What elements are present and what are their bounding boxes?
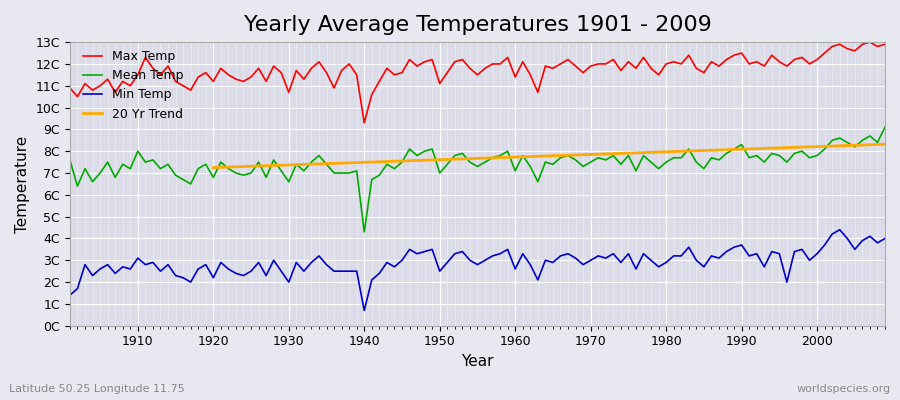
Min Temp bbox=[509, 266, 520, 271]
Mean Temp bbox=[359, 230, 370, 234]
Mean Temp bbox=[125, 166, 136, 171]
Mean Temp bbox=[291, 162, 302, 167]
Max Temp bbox=[337, 68, 347, 73]
Max Temp bbox=[65, 86, 76, 90]
Min Temp bbox=[608, 251, 618, 256]
Mean Temp bbox=[608, 153, 618, 158]
Title: Yearly Average Temperatures 1901 - 2009: Yearly Average Temperatures 1901 - 2009 bbox=[244, 15, 711, 35]
20 Yr Trend bbox=[411, 158, 422, 163]
Min Temp bbox=[359, 308, 370, 313]
20 Yr Trend bbox=[676, 149, 687, 154]
Mean Temp bbox=[337, 171, 347, 176]
Line: Mean Temp: Mean Temp bbox=[70, 127, 885, 232]
20 Yr Trend bbox=[879, 142, 890, 147]
Max Temp bbox=[608, 57, 618, 62]
Min Temp bbox=[65, 293, 76, 298]
Max Temp bbox=[291, 68, 302, 73]
Line: Min Temp: Min Temp bbox=[70, 230, 885, 310]
Max Temp bbox=[879, 42, 890, 47]
Line: Max Temp: Max Temp bbox=[70, 42, 885, 123]
X-axis label: Year: Year bbox=[461, 354, 494, 369]
Mean Temp bbox=[518, 153, 528, 158]
Min Temp bbox=[337, 269, 347, 274]
Max Temp bbox=[359, 120, 370, 125]
Mean Temp bbox=[509, 168, 520, 173]
Max Temp bbox=[125, 83, 136, 88]
Min Temp bbox=[879, 236, 890, 241]
Legend: Max Temp, Mean Temp, Min Temp, 20 Yr Trend: Max Temp, Mean Temp, Min Temp, 20 Yr Tre… bbox=[78, 45, 188, 126]
Max Temp bbox=[518, 59, 528, 64]
20 Yr Trend bbox=[299, 162, 310, 167]
Min Temp bbox=[291, 260, 302, 265]
Y-axis label: Temperature: Temperature bbox=[15, 135, 30, 232]
20 Yr Trend bbox=[781, 145, 792, 150]
Max Temp bbox=[865, 40, 876, 44]
Min Temp bbox=[518, 251, 528, 256]
Line: 20 Yr Trend: 20 Yr Trend bbox=[213, 144, 885, 168]
Mean Temp bbox=[65, 158, 76, 162]
Max Temp bbox=[509, 75, 520, 80]
Text: Latitude 50.25 Longitude 11.75: Latitude 50.25 Longitude 11.75 bbox=[9, 384, 184, 394]
20 Yr Trend bbox=[208, 165, 219, 170]
Text: worldspecies.org: worldspecies.org bbox=[796, 384, 891, 394]
20 Yr Trend bbox=[767, 146, 778, 150]
Min Temp bbox=[125, 266, 136, 271]
Min Temp bbox=[834, 227, 845, 232]
20 Yr Trend bbox=[850, 143, 860, 148]
Mean Temp bbox=[879, 125, 890, 130]
